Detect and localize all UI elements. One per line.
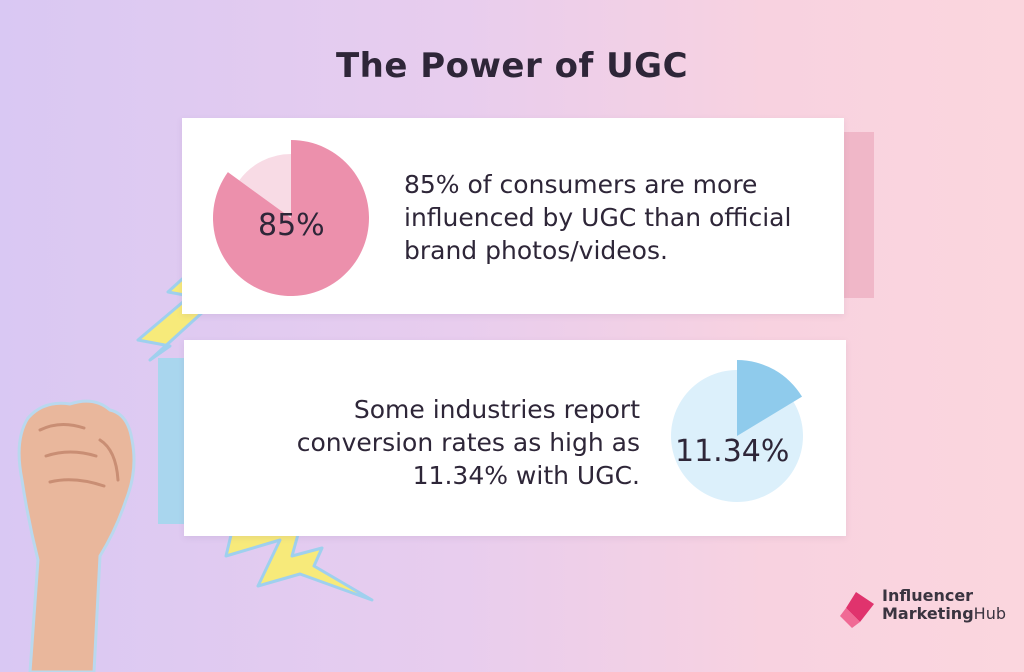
pie-slice-remaining — [239, 154, 291, 218]
pie-slice-value — [212, 140, 369, 296]
stat-description: 85% of consumers are more influenced by … — [404, 170, 792, 265]
raised-fist-icon — [17, 399, 136, 672]
stat-value-label: 85% — [258, 208, 325, 243]
card-accent-tab — [158, 358, 184, 524]
page-title: The Power of UGC — [335, 46, 689, 86]
logo-text-bold: Marketing — [882, 604, 974, 623]
card-accent-tab — [844, 132, 874, 298]
logo-text-line2: MarketingHub — [882, 604, 1006, 623]
stat-value-label: 11.34% — [675, 434, 790, 469]
logo-text-light: Hub — [973, 604, 1006, 623]
pie-slice-value — [737, 360, 803, 436]
logo-text-line1: Influencer — [882, 586, 974, 605]
stat-description: Some industries report conversion rates … — [296, 395, 640, 490]
